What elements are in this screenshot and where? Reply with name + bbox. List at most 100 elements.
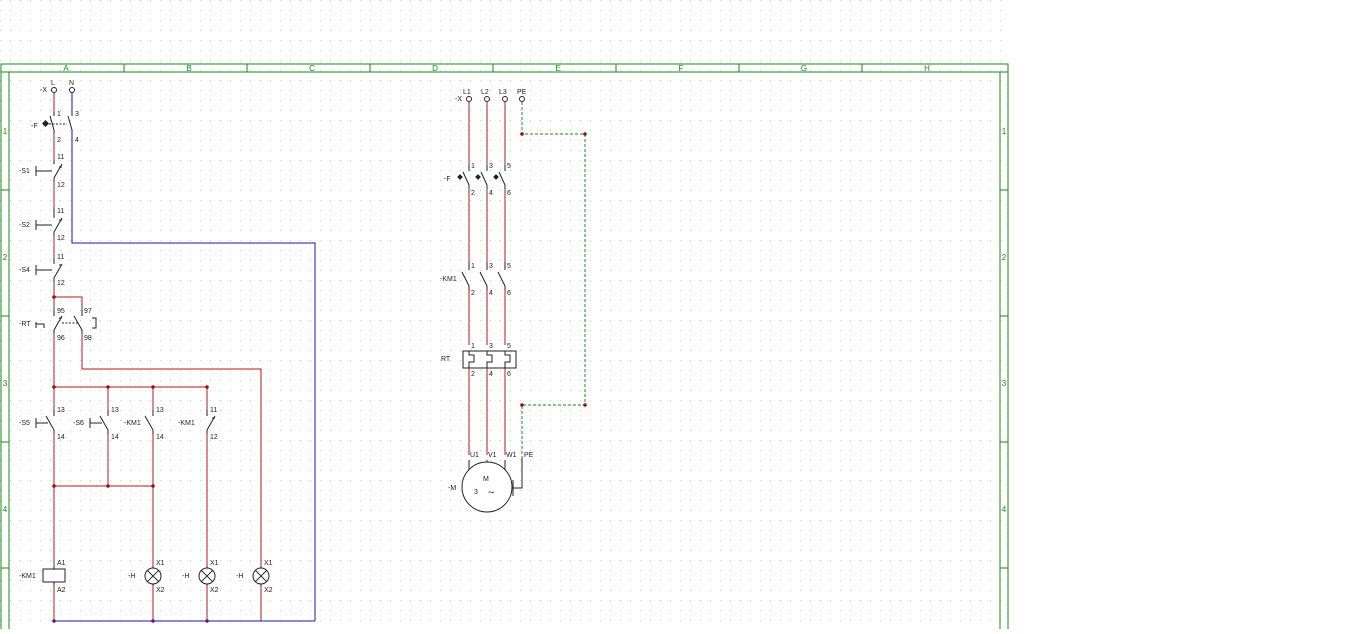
neutral-wire [71, 134, 316, 621]
km1-no-tag: -KM1 [124, 420, 141, 427]
column-label-e: E [555, 64, 560, 73]
pe-wire [521, 102, 586, 458]
power-overload: RT 1 3 5 2 4 6 [441, 343, 517, 378]
coil-pin-a1: A1 [57, 560, 66, 567]
overload-pin-3: 3 [489, 343, 493, 350]
contactor-tag: -KM1 [440, 276, 457, 283]
column-labels: A B C D E F G H [63, 64, 930, 73]
row-label-2-right: 2 [1002, 253, 1007, 262]
contactor-pin-1: 1 [471, 263, 475, 270]
terminal-l [51, 87, 57, 93]
row-label-4-right: 4 [1002, 505, 1007, 514]
lamp-h3: -H X1 X2 [236, 560, 273, 594]
s4-pin-top: 11 [57, 254, 64, 261]
s6-pin-bottom: 14 [111, 434, 119, 441]
s1-pin-top: 11 [57, 154, 64, 161]
km1-coil: -KM1 A1 A2 [19, 560, 66, 594]
breaker-pin-4: 4 [489, 190, 493, 197]
terminal-label-l2: L2 [481, 89, 489, 96]
row-label-2-left: 2 [3, 253, 8, 262]
lamp2-pin-x2: X2 [210, 587, 219, 594]
column-label-f: F [679, 64, 684, 73]
motor: -M U1 V1 W1 PE M 3 ~ [448, 452, 534, 513]
contactor-pin-3: 3 [489, 263, 493, 270]
breaker-pin-1: 1 [471, 163, 475, 170]
power-contactor: -KM1 1 3 5 2 4 6 [440, 262, 511, 297]
lamp-h1: -H X1 X2 [128, 560, 165, 594]
km1-no-aux-contact: -KM1 13 14 [124, 407, 164, 441]
junction-node [52, 295, 56, 299]
rt-tag: -RT [19, 321, 31, 328]
s5-start-switch: -S5 13 14 [19, 407, 65, 441]
power-supply-tag: -X [455, 96, 462, 103]
row-label-3-right: 3 [1002, 379, 1007, 388]
motor-tag: -M [448, 485, 456, 492]
km1-nc-aux-contact: -KM1 11 12 [178, 407, 218, 441]
overload-pin-6: 6 [507, 371, 511, 378]
coil-tag: -KM1 [19, 573, 36, 580]
terminal-l2 [484, 96, 490, 102]
phase-wires-seg4 [468, 368, 506, 455]
km1-no-pin-bottom: 14 [156, 434, 164, 441]
terminal-label-l3: L3 [499, 89, 507, 96]
terminal-l1 [466, 96, 472, 102]
s2-pin-bottom: 12 [57, 235, 65, 242]
motor-letter: M [483, 476, 489, 483]
lamp2-pin-x1: X1 [210, 560, 219, 567]
terminal-label-l1: L1 [463, 89, 471, 96]
terminal-label-n: N [69, 80, 74, 87]
overload-pin-2: 2 [471, 371, 475, 378]
terminal-pe [519, 96, 525, 102]
rt-pin-96: 96 [57, 335, 65, 342]
contactor-pin-2: 2 [471, 290, 475, 297]
lamp3-pin-x1: X1 [264, 560, 273, 567]
s4-pin-bottom: 12 [57, 280, 65, 287]
overload-pin-5: 5 [507, 343, 511, 350]
breaker-pin-5: 5 [507, 163, 511, 170]
s6-tag: -S6 [73, 420, 84, 427]
control-circuit: -X L N -F 1 3 2 4 -S1 11 12 [19, 80, 316, 623]
lamp1-pin-x1: X1 [156, 560, 165, 567]
power-breaker: -F 1 3 5 2 4 6 [444, 163, 511, 197]
km1-nc-tag: -KM1 [178, 420, 195, 427]
column-label-d: D [432, 64, 438, 73]
s5-pin-bottom: 14 [57, 434, 65, 441]
lamp3-pin-x2: X2 [264, 587, 273, 594]
fuse-pin-4: 4 [75, 137, 79, 144]
terminal-label-pe: PE [517, 89, 527, 96]
column-label-h: H [924, 64, 930, 73]
lamp2-tag: -H [182, 573, 189, 580]
s1-pin-bottom: 12 [57, 182, 65, 189]
overload-pin-4: 4 [489, 371, 493, 378]
s1-tag: -S1 [19, 168, 30, 175]
phase-wires-seg2 [468, 189, 506, 262]
row-label-4-left: 4 [3, 505, 8, 514]
row-label-3-left: 3 [3, 379, 8, 388]
fuse-pin-2: 2 [57, 137, 61, 144]
column-label-g: G [801, 64, 807, 73]
s1-stop-switch: -S1 11 12 [19, 154, 65, 189]
km1-nc-pin-bottom: 12 [210, 434, 218, 441]
s5-pin-top: 13 [57, 407, 65, 414]
s2-tag: -S2 [19, 222, 30, 229]
lamp3-tag: -H [236, 573, 243, 580]
column-label-c: C [309, 64, 315, 73]
s4-stop-switch: -S4 11 12 [19, 254, 65, 287]
row-label-1-right: 1 [1002, 127, 1007, 136]
fuse-pin-3: 3 [75, 111, 79, 118]
phase-wires-seg1 [468, 102, 506, 165]
control-supply-tag: -X [40, 87, 47, 94]
breaker-tag: -F [444, 176, 451, 183]
rt-no-lamp-wire [81, 334, 262, 566]
column-label-b: B [186, 64, 191, 73]
overload-tag: RT [441, 356, 451, 363]
s2-pin-top: 11 [57, 208, 64, 215]
phase-wires-seg3 [468, 290, 506, 345]
fuse-pin-1: 1 [57, 111, 61, 118]
terminal-label-l: L [51, 80, 55, 87]
breaker-pin-2: 2 [471, 190, 475, 197]
motor-terminal-w1: W1 [506, 452, 517, 459]
sheet-frame [0, 63, 1009, 634]
start-branch-drops [107, 387, 208, 410]
